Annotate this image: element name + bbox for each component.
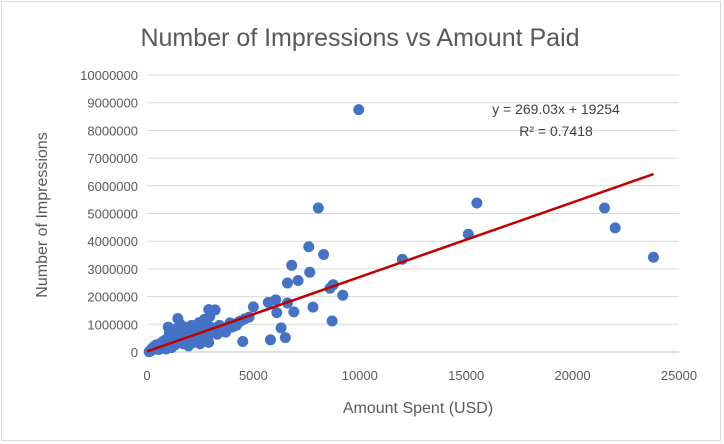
data-point: [281, 277, 293, 289]
trendline: [146, 172, 654, 353]
y-tick-label: 3000000: [87, 262, 138, 277]
y-axis-title: Number of Impressions: [34, 132, 51, 297]
data-point: [471, 197, 483, 209]
x-tick-label: 10000: [342, 368, 378, 383]
data-point: [303, 241, 315, 253]
data-point: [194, 338, 206, 350]
data-point: [264, 334, 276, 346]
data-point: [247, 301, 259, 313]
data-point: [275, 322, 287, 334]
y-tick-label: 2000000: [87, 290, 138, 305]
data-point: [609, 222, 621, 234]
y-tick-label: 9000000: [87, 96, 138, 111]
x-tick-label: 5000: [239, 368, 268, 383]
y-tick-label: 0: [131, 345, 138, 360]
x-tick-label: 0: [143, 368, 150, 383]
y-tick-label: 10000000: [80, 68, 138, 83]
data-point: [182, 340, 194, 352]
data-point: [292, 275, 304, 287]
data-point: [186, 319, 198, 331]
y-tick-label: 8000000: [87, 123, 138, 138]
data-point: [288, 306, 300, 318]
r-squared-label: R² = 0.7418: [519, 123, 593, 139]
x-tick-label: 25000: [661, 368, 697, 383]
chart-title: Number of Impressions vs Amount Paid: [140, 24, 579, 52]
data-point: [286, 259, 298, 271]
data-point: [326, 315, 338, 327]
x-tick-label: 20000: [555, 368, 591, 383]
data-point: [599, 202, 611, 214]
y-tick-label: 5000000: [87, 207, 138, 222]
data-point: [203, 336, 215, 348]
data-point: [312, 202, 324, 214]
x-axis-tick-labels: 0 5000 10000 15000 20000 25000: [143, 368, 697, 383]
data-point: [337, 289, 349, 301]
trendline-equation: y = 269.03x + 19254: [492, 101, 620, 117]
x-axis-title: Amount Spent (USD): [343, 400, 493, 417]
data-point: [262, 296, 274, 308]
data-point: [279, 332, 291, 344]
data-point: [647, 251, 659, 263]
data-points: [143, 104, 659, 358]
y-tick-label: 7000000: [87, 151, 138, 166]
y-tick-label: 1000000: [87, 317, 138, 332]
y-tick-label: 4000000: [87, 234, 138, 249]
y-axis-tick-labels: 0 1000000 2000000 3000000 4000000 5000000 6000…: [80, 68, 138, 360]
data-point: [353, 104, 365, 116]
data-point: [163, 327, 175, 339]
data-point: [304, 266, 316, 278]
data-point: [318, 248, 330, 260]
data-point: [271, 307, 283, 319]
data-point: [307, 301, 319, 313]
x-tick-label: 15000: [448, 368, 484, 383]
y-tick-label: 6000000: [87, 179, 138, 194]
data-point: [237, 335, 249, 347]
